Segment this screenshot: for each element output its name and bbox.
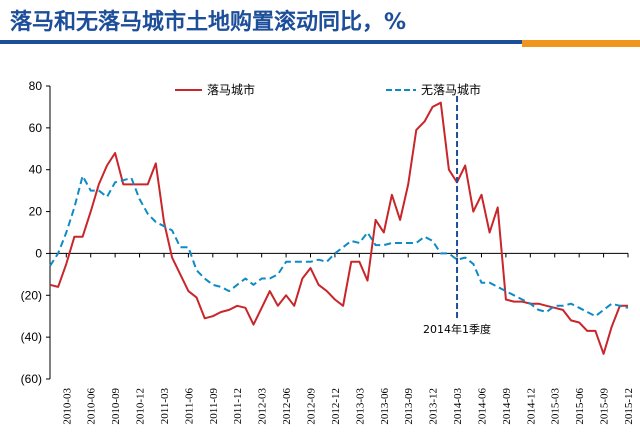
x-tick-label: 2011-09 xyxy=(208,388,220,425)
x-tick-label: 2015-03 xyxy=(550,388,562,425)
legend: 落马城市 无落马城市 xyxy=(175,82,481,97)
x-tick-label: 2015-06 xyxy=(574,388,586,425)
x-tick-label: 2011-12 xyxy=(232,388,244,424)
x-tick-label: 2010-12 xyxy=(135,388,147,425)
title-accent-bar xyxy=(522,40,640,47)
legend-label-non-fallen: 无落马城市 xyxy=(421,82,481,97)
series-layer xyxy=(49,101,629,355)
x-tick-label: 2011-06 xyxy=(183,388,195,425)
y-tick-label: 20 xyxy=(29,205,43,219)
x-tick-label: 2010-03 xyxy=(61,388,73,425)
x-tick-label: 2015-12 xyxy=(623,388,635,425)
y-tick-label: 80 xyxy=(29,79,43,93)
y-tick-label: 60 xyxy=(29,121,43,135)
x-tick-label: 2012-12 xyxy=(330,388,342,425)
annotation-label: 2014年1季度 xyxy=(423,322,491,336)
x-tick-label: 2012-06 xyxy=(281,388,293,425)
y-axis-ticks: 80 60 40 20 0 (20) (40) (60) xyxy=(21,79,50,386)
x-tick-label: 2013-03 xyxy=(354,388,366,425)
x-tick-label: 2010-09 xyxy=(110,388,122,425)
page-title: 落马和无落马城市土地购置滚动同比，% xyxy=(10,10,407,35)
x-tick-label: 2015-09 xyxy=(599,388,611,425)
y-tick-label: (40) xyxy=(21,330,42,344)
annotation: 2014年1季度 xyxy=(423,96,491,336)
legend-label-fallen: 落马城市 xyxy=(207,82,255,97)
y-tick-label: 0 xyxy=(35,246,42,260)
x-tick-label: 2014-06 xyxy=(476,388,488,425)
series-line-fallen xyxy=(49,101,628,355)
y-tick-label: 40 xyxy=(29,163,43,177)
y-tick-label: (60) xyxy=(21,372,42,386)
x-tick-label: 2013-09 xyxy=(403,388,415,425)
x-tick-label: 2010-06 xyxy=(86,388,98,425)
x-tick-label: 2014-12 xyxy=(525,388,537,425)
x-tick-label: 2013-06 xyxy=(379,388,391,425)
x-tick-label: 2012-09 xyxy=(306,388,318,425)
x-tick-label: 2014-09 xyxy=(501,388,513,425)
x-axis-ticks: 2010-03 2010-06 2010-09 2010-12 2011-03 2011-… xyxy=(61,253,635,425)
series-line-non-fallen xyxy=(49,175,629,318)
title-underline-bar xyxy=(0,40,522,44)
x-tick-label: 2014-03 xyxy=(452,388,464,425)
x-tick-label: 2011-03 xyxy=(159,388,171,425)
x-tick-label: 2013-12 xyxy=(428,388,440,425)
y-tick-label: (20) xyxy=(21,288,42,302)
x-tick-label: 2012-03 xyxy=(257,388,269,425)
